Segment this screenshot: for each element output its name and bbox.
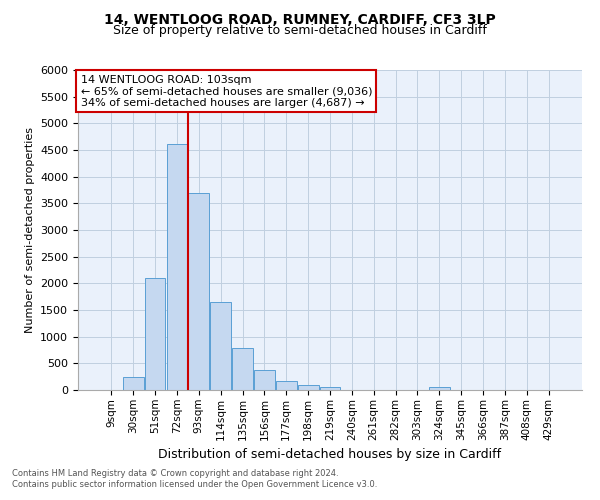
Bar xyxy=(232,348,253,390)
X-axis label: Distribution of semi-detached houses by size in Cardiff: Distribution of semi-detached houses by … xyxy=(158,448,502,461)
Bar xyxy=(123,377,143,390)
Bar xyxy=(145,278,166,390)
Text: 14, WENTLOOG ROAD, RUMNEY, CARDIFF, CF3 3LP: 14, WENTLOOG ROAD, RUMNEY, CARDIFF, CF3 … xyxy=(104,12,496,26)
Bar xyxy=(254,370,275,390)
Bar xyxy=(188,192,209,390)
Text: 14 WENTLOOG ROAD: 103sqm
← 65% of semi-detached houses are smaller (9,036)
34% o: 14 WENTLOOG ROAD: 103sqm ← 65% of semi-d… xyxy=(80,75,372,108)
Bar xyxy=(298,384,319,390)
Bar xyxy=(167,144,187,390)
Bar xyxy=(210,302,231,390)
Bar xyxy=(276,380,296,390)
Y-axis label: Number of semi-detached properties: Number of semi-detached properties xyxy=(25,127,35,333)
Text: Size of property relative to semi-detached houses in Cardiff: Size of property relative to semi-detach… xyxy=(113,24,487,37)
Bar xyxy=(320,386,340,390)
Text: Contains HM Land Registry data © Crown copyright and database right 2024.: Contains HM Land Registry data © Crown c… xyxy=(12,468,338,477)
Text: Contains public sector information licensed under the Open Government Licence v3: Contains public sector information licen… xyxy=(12,480,377,489)
Bar xyxy=(429,387,450,390)
